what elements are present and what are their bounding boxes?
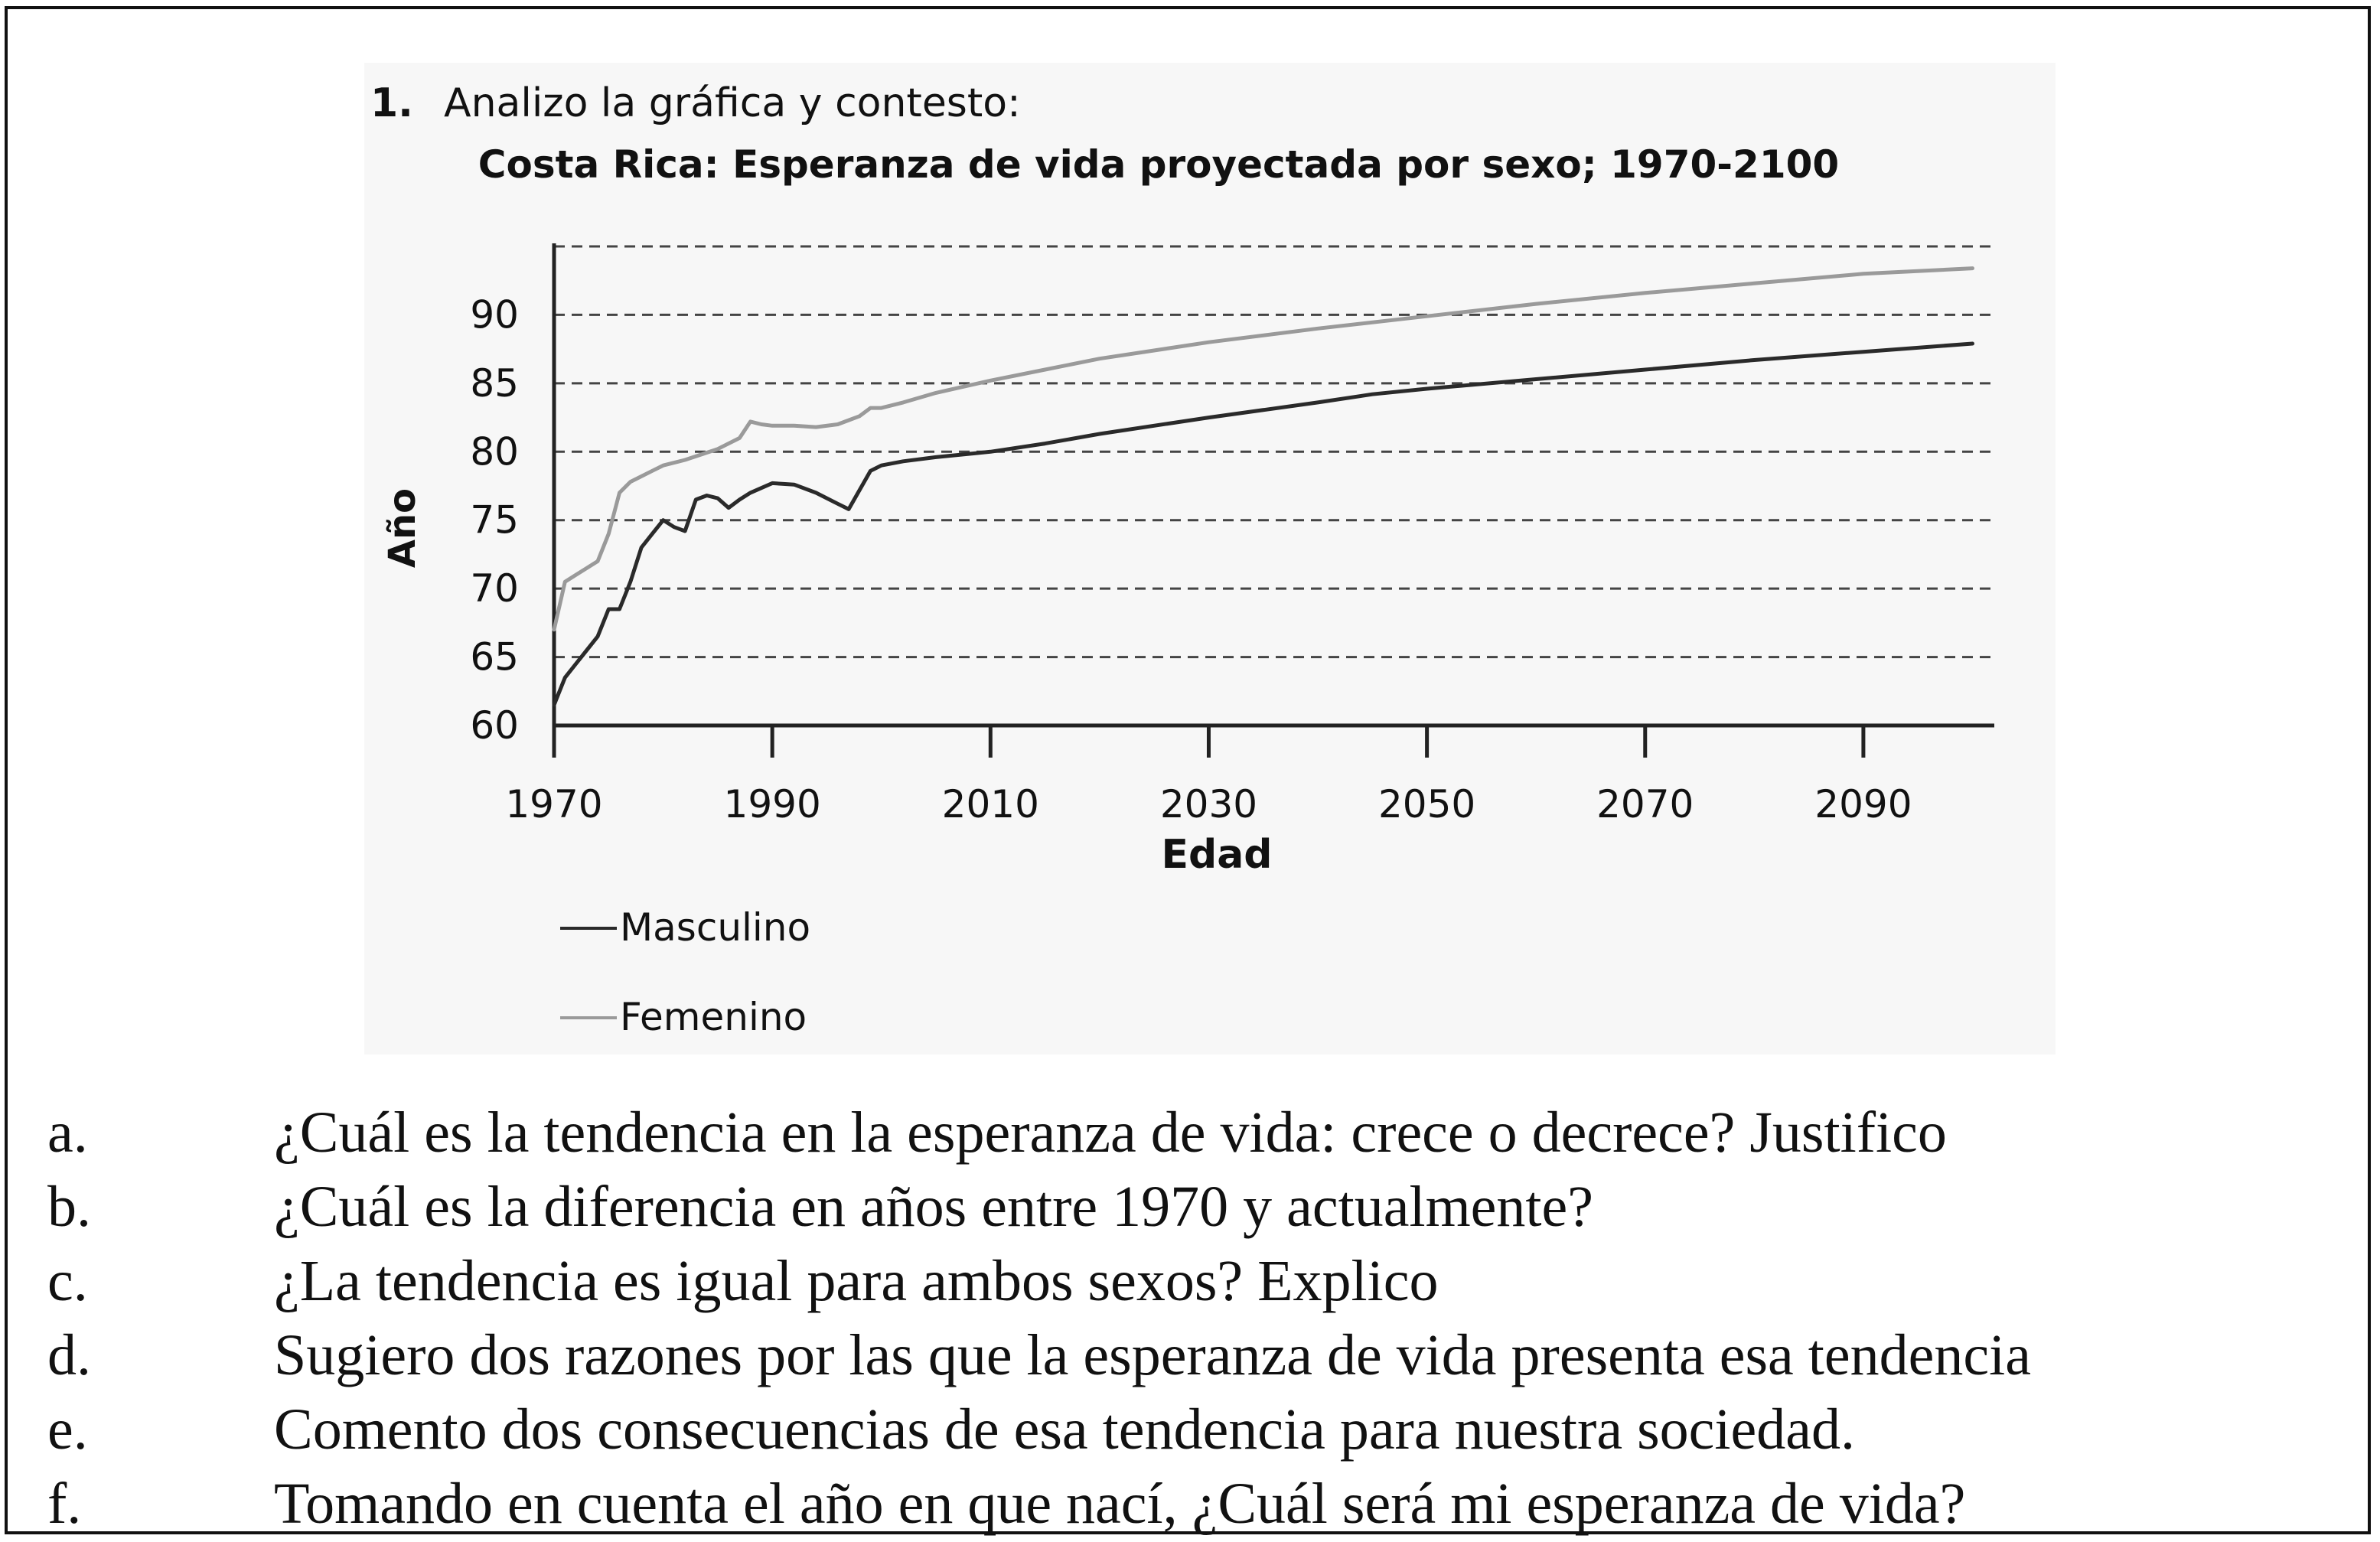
grid-lines (554, 245, 1994, 659)
y-tick-label: 80 (470, 429, 519, 474)
y-tick-label: 75 (470, 498, 519, 543)
question-item: d. Sugiero dos razones por las que la esp… (47, 1319, 2343, 1393)
y-tick-label: 60 (470, 703, 519, 748)
y-tick-labels: 60 65 70 75 80 85 90 (470, 292, 519, 748)
x-tick-label: 2070 (1596, 782, 1694, 826)
x-tick-label: 2010 (942, 782, 1039, 826)
x-tick-label: 2030 (1160, 782, 1257, 826)
question-list: a. ¿Cuál es la tendencia en la esperanza … (47, 1096, 2343, 1541)
series-line-femenino (552, 266, 1974, 632)
question-text: Sugiero dos razones por las que la esper… (274, 1323, 2031, 1387)
y-tick-label: 90 (470, 292, 519, 337)
question-item: f. Tomando en cuenta el año en que nací, … (47, 1467, 2343, 1541)
page-frame: 1. Analizo la gráfica y contesto: Costa … (5, 6, 2371, 1536)
question-letter: a. (47, 1100, 88, 1165)
series-line-masculino (552, 341, 1974, 707)
x-tick-label: 1990 (724, 782, 821, 826)
x-axis-label: Edad (1161, 832, 1272, 878)
x-tick-labels: 1970 1990 2010 2030 2050 2070 2090 (505, 782, 1912, 826)
x-tick-label: 2050 (1378, 782, 1475, 826)
question-item: b. ¿Cuál es la diferencia en años entre 1… (47, 1170, 2343, 1244)
x-tick-label: 1970 (505, 782, 602, 826)
legend-label-femenino: Femenino (620, 995, 807, 1039)
question-text: ¿Cuál es la tendencia en la esperanza de… (274, 1100, 1947, 1165)
y-tick-label: 85 (470, 361, 519, 406)
question-letter: f. (47, 1472, 82, 1536)
exercise-instruction: Analizo la gráfica y contesto: (444, 80, 1021, 126)
question-letter: d. (47, 1323, 91, 1387)
y-tick-label: 65 (470, 635, 519, 680)
exercise-number: 1. (370, 80, 413, 126)
question-letter: b. (47, 1175, 91, 1239)
question-item: c. ¿La tendencia es igual para ambos sexo… (47, 1244, 2343, 1319)
chart-title: Costa Rica: Esperanza de vida proyectada… (478, 142, 1839, 187)
x-tick-label: 2090 (1814, 782, 1912, 826)
legend: Masculino Femenino (560, 905, 810, 1039)
question-letter: e. (47, 1397, 88, 1462)
y-tick-label: 70 (470, 566, 519, 611)
question-item: a. ¿Cuál es la tendencia en la esperanza … (47, 1096, 2343, 1170)
question-text: ¿La tendencia es igual para ambos sexos?… (274, 1249, 1439, 1313)
axes (552, 243, 1994, 758)
series-lines (552, 266, 1974, 707)
chart: 1. Analizo la gráfica y contesto: Costa … (370, 80, 1994, 1039)
y-axis-label: Año (381, 488, 424, 568)
question-text: Comento dos consecuencias de esa tendenc… (274, 1397, 1855, 1462)
question-text: Tomando en cuenta el año en que nací, ¿C… (274, 1472, 1966, 1536)
question-text: ¿Cuál es la diferencia en años entre 197… (274, 1175, 1593, 1239)
legend-label-masculino: Masculino (620, 905, 810, 950)
question-letter: c. (47, 1249, 88, 1313)
figure-panel: 1. Analizo la gráfica y contesto: Costa … (364, 63, 2056, 1055)
question-item: e. Comento dos consecuencias de esa tende… (47, 1393, 2343, 1467)
